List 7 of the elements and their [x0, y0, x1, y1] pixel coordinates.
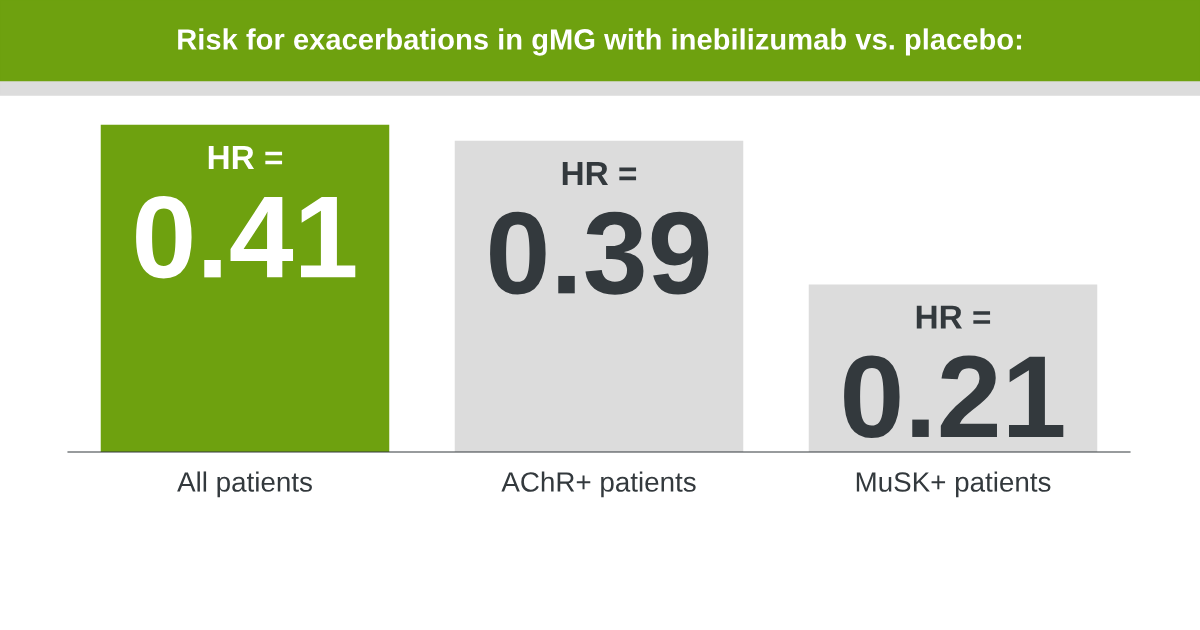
- x-tick-label: MuSK+ patients: [856, 471, 1051, 498]
- x-tick-label: AChR+ patients: [501, 471, 696, 498]
- data-label: HR = 0.41: [136, 146, 356, 279]
- chart-title: Risk for exacerbations in gMG with inebilizumab vs. placebo:: [178, 28, 1022, 56]
- data-label: HR = 0.39: [490, 162, 709, 295]
- x-tick-label: All patients: [177, 471, 312, 498]
- data-label: HR = 0.21: [844, 305, 1064, 439]
